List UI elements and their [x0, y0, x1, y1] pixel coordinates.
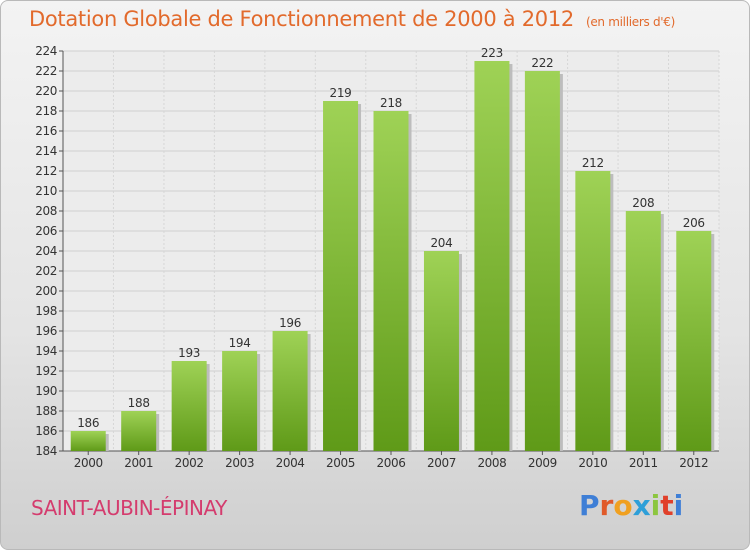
bar-2001 — [121, 411, 157, 451]
data-label-2000: 186 — [77, 416, 99, 430]
bar-2008 — [474, 61, 510, 451]
bar-2004 — [272, 331, 308, 451]
y-tick-label: 206 — [35, 224, 57, 238]
data-label-2001: 188 — [128, 396, 150, 410]
chart-title-text: Dotation Globale de Fonctionnement de 20… — [29, 7, 574, 31]
x-tick-label-2008: 2008 — [477, 456, 506, 470]
x-tick-label-2007: 2007 — [427, 456, 456, 470]
x-tick-label-2004: 2004 — [276, 456, 305, 470]
data-label-2003: 194 — [229, 336, 251, 350]
chart-unit: (en milliers d'€) — [585, 15, 675, 29]
data-label-2002: 193 — [178, 346, 200, 360]
y-tick-label: 210 — [35, 184, 57, 198]
bar-2007 — [423, 251, 459, 451]
data-label-2008: 223 — [481, 46, 503, 60]
data-label-2009: 222 — [531, 56, 553, 70]
y-tick-label: 220 — [35, 84, 57, 98]
bar-2003 — [222, 351, 258, 451]
y-tick-label: 218 — [35, 104, 57, 118]
x-tick-label-2009: 2009 — [528, 456, 557, 470]
data-label-2007: 204 — [430, 236, 452, 250]
y-tick-label: 224 — [35, 44, 57, 58]
x-tick-label-2002: 2002 — [175, 456, 204, 470]
x-tick-label-2003: 2003 — [225, 456, 254, 470]
bar-2002 — [171, 361, 207, 451]
x-tick-label-2012: 2012 — [679, 456, 708, 470]
y-tick-label: 184 — [35, 444, 57, 458]
y-tick-label: 204 — [35, 244, 57, 258]
y-tick-label: 190 — [35, 384, 57, 398]
bar-2006 — [373, 111, 409, 451]
y-tick-label: 188 — [35, 404, 57, 418]
bar-2009 — [524, 71, 560, 451]
y-tick-label: 202 — [35, 264, 57, 278]
y-tick-label: 200 — [35, 284, 57, 298]
y-tick-label: 212 — [35, 164, 57, 178]
x-tick-label-2010: 2010 — [578, 456, 607, 470]
data-label-2004: 196 — [279, 316, 301, 330]
y-tick-label: 208 — [35, 204, 57, 218]
chart-title: Dotation Globale de Fonctionnement de 20… — [29, 7, 675, 31]
x-tick-label-2005: 2005 — [326, 456, 355, 470]
data-label-2006: 218 — [380, 96, 402, 110]
data-label-2010: 212 — [582, 156, 604, 170]
bar-2000 — [70, 431, 106, 451]
x-tick-label-2001: 2001 — [124, 456, 153, 470]
commune-name: SAINT-AUBIN-ÉPINAY — [31, 496, 227, 520]
x-tick-label-2000: 2000 — [74, 456, 103, 470]
data-label-2011: 208 — [632, 196, 654, 210]
y-tick-label: 192 — [35, 364, 57, 378]
data-label-2005: 219 — [330, 86, 352, 100]
bar-layer — [70, 61, 715, 451]
y-tick-label: 222 — [35, 64, 57, 78]
bar-2011 — [625, 211, 661, 451]
x-tick-label-2006: 2006 — [377, 456, 406, 470]
y-tick-label: 216 — [35, 124, 57, 138]
data-label-2012: 206 — [683, 216, 705, 230]
y-tick-label: 196 — [35, 324, 57, 338]
bar-2012 — [676, 231, 712, 451]
y-tick-label: 194 — [35, 344, 57, 358]
x-tick-label-2011: 2011 — [629, 456, 658, 470]
proxiti-logo: Proxiti — [579, 489, 684, 522]
bar-2005 — [323, 101, 359, 451]
y-tick-label: 214 — [35, 144, 57, 158]
bar-2010 — [575, 171, 611, 451]
label-layer: 186 2000 188 2001 193 2002 194 2003 196 2004 219 20… — [74, 46, 709, 470]
y-tick-label: 186 — [35, 424, 57, 438]
y-tick-label: 198 — [35, 304, 57, 318]
